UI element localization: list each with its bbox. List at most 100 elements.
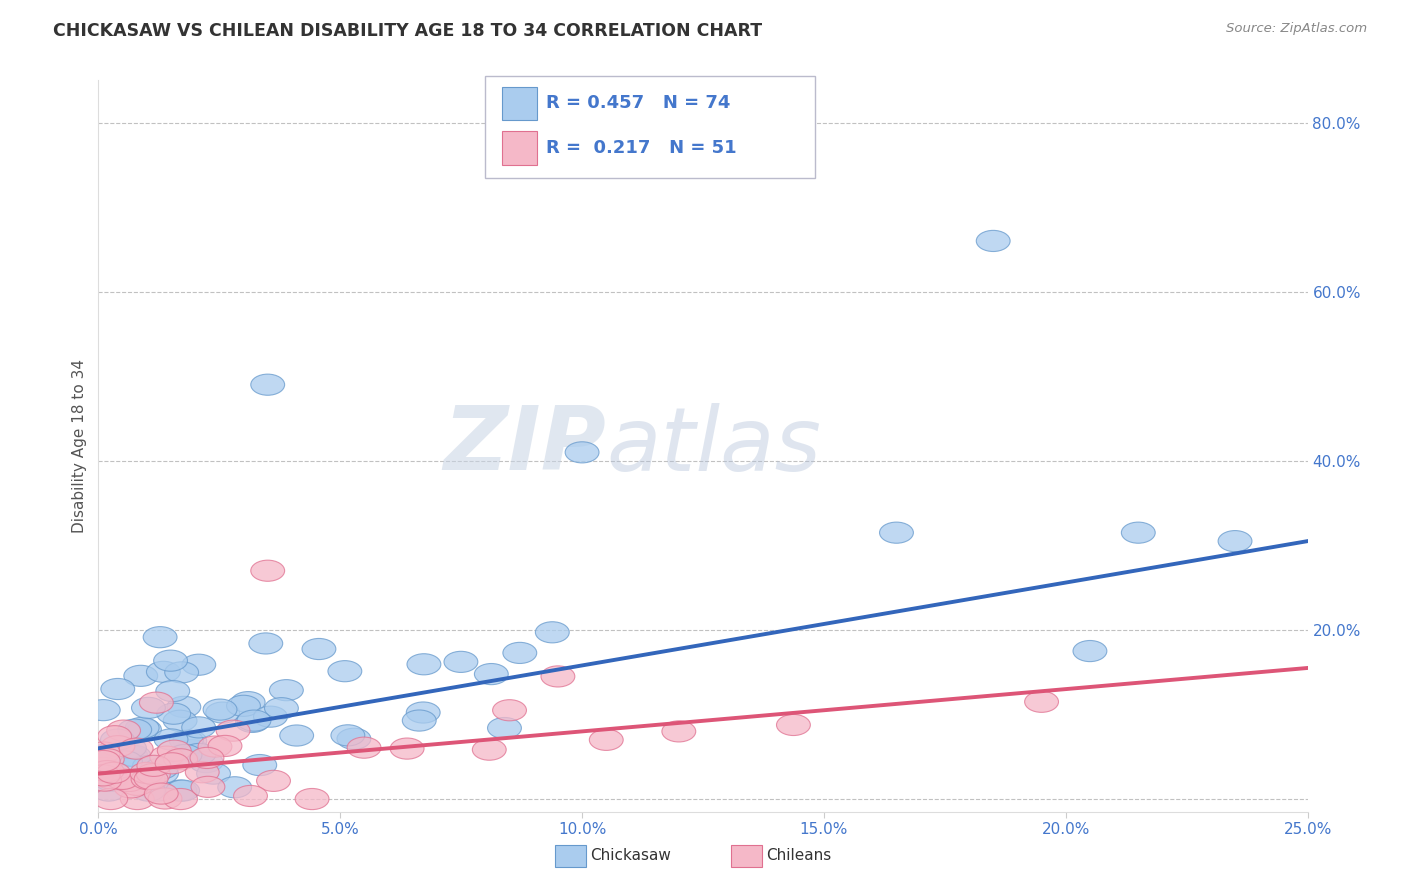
- Ellipse shape: [94, 768, 128, 789]
- Ellipse shape: [347, 737, 381, 758]
- Ellipse shape: [662, 721, 696, 742]
- Ellipse shape: [270, 680, 304, 701]
- Ellipse shape: [205, 702, 239, 723]
- Ellipse shape: [1218, 531, 1251, 551]
- Ellipse shape: [114, 777, 148, 798]
- Text: Source: ZipAtlas.com: Source: ZipAtlas.com: [1226, 22, 1367, 36]
- Ellipse shape: [148, 788, 181, 809]
- Ellipse shape: [90, 748, 124, 770]
- Ellipse shape: [120, 774, 155, 796]
- Ellipse shape: [776, 714, 810, 736]
- Ellipse shape: [1025, 691, 1059, 713]
- Ellipse shape: [173, 731, 207, 751]
- Ellipse shape: [94, 770, 128, 791]
- Ellipse shape: [120, 738, 153, 759]
- Ellipse shape: [157, 703, 191, 724]
- Ellipse shape: [256, 771, 291, 791]
- Ellipse shape: [169, 730, 204, 751]
- Text: ZIP: ZIP: [443, 402, 606, 490]
- Ellipse shape: [145, 758, 179, 780]
- Ellipse shape: [87, 757, 121, 779]
- Ellipse shape: [328, 661, 361, 681]
- Ellipse shape: [132, 756, 166, 777]
- Ellipse shape: [231, 691, 266, 713]
- Ellipse shape: [197, 763, 231, 784]
- Ellipse shape: [114, 746, 148, 766]
- Ellipse shape: [198, 736, 232, 757]
- Ellipse shape: [163, 780, 197, 801]
- Ellipse shape: [112, 771, 146, 791]
- Ellipse shape: [94, 789, 128, 810]
- Ellipse shape: [238, 710, 271, 731]
- Ellipse shape: [302, 639, 336, 659]
- Ellipse shape: [132, 698, 166, 718]
- Ellipse shape: [86, 699, 120, 721]
- Ellipse shape: [86, 750, 120, 772]
- Ellipse shape: [243, 755, 277, 776]
- Text: CHICKASAW VS CHILEAN DISABILITY AGE 18 TO 34 CORRELATION CHART: CHICKASAW VS CHILEAN DISABILITY AGE 18 T…: [53, 22, 762, 40]
- Ellipse shape: [107, 720, 141, 741]
- Ellipse shape: [190, 752, 224, 772]
- Ellipse shape: [155, 729, 188, 750]
- Ellipse shape: [86, 764, 120, 786]
- Ellipse shape: [97, 763, 131, 783]
- Ellipse shape: [250, 374, 284, 395]
- Ellipse shape: [134, 768, 169, 789]
- Ellipse shape: [125, 717, 159, 739]
- Ellipse shape: [136, 764, 170, 785]
- Ellipse shape: [141, 780, 174, 801]
- Ellipse shape: [492, 699, 526, 721]
- Ellipse shape: [150, 746, 184, 767]
- Ellipse shape: [91, 780, 125, 801]
- Ellipse shape: [131, 769, 165, 789]
- Ellipse shape: [112, 738, 146, 758]
- Ellipse shape: [1122, 522, 1156, 543]
- Ellipse shape: [146, 661, 180, 682]
- Ellipse shape: [118, 719, 152, 740]
- Ellipse shape: [91, 750, 125, 772]
- Y-axis label: Disability Age 18 to 34: Disability Age 18 to 34: [72, 359, 87, 533]
- Ellipse shape: [124, 665, 157, 687]
- Ellipse shape: [253, 706, 287, 727]
- Ellipse shape: [233, 785, 267, 806]
- Ellipse shape: [163, 748, 198, 770]
- Ellipse shape: [235, 711, 270, 732]
- Ellipse shape: [472, 739, 506, 760]
- Ellipse shape: [474, 664, 508, 685]
- Ellipse shape: [129, 763, 163, 783]
- Ellipse shape: [132, 780, 166, 801]
- Ellipse shape: [181, 717, 215, 738]
- Ellipse shape: [406, 702, 440, 723]
- Ellipse shape: [89, 744, 122, 765]
- Ellipse shape: [169, 745, 202, 765]
- Text: R =  0.217   N = 51: R = 0.217 N = 51: [546, 139, 737, 157]
- Ellipse shape: [202, 699, 238, 720]
- Ellipse shape: [226, 695, 260, 716]
- Ellipse shape: [101, 736, 135, 756]
- Ellipse shape: [163, 710, 197, 731]
- Ellipse shape: [153, 650, 187, 671]
- Ellipse shape: [117, 745, 150, 766]
- Ellipse shape: [589, 730, 623, 750]
- Ellipse shape: [139, 692, 173, 714]
- Ellipse shape: [157, 740, 191, 761]
- Ellipse shape: [391, 738, 425, 759]
- Ellipse shape: [167, 697, 201, 717]
- Ellipse shape: [98, 725, 132, 747]
- Ellipse shape: [186, 762, 219, 783]
- Ellipse shape: [90, 761, 124, 781]
- Ellipse shape: [101, 679, 135, 699]
- Ellipse shape: [108, 751, 142, 772]
- Ellipse shape: [1073, 640, 1107, 662]
- Ellipse shape: [208, 735, 242, 756]
- Ellipse shape: [176, 739, 209, 761]
- Ellipse shape: [86, 761, 120, 782]
- Ellipse shape: [145, 763, 179, 784]
- Ellipse shape: [249, 633, 283, 654]
- Ellipse shape: [121, 789, 155, 810]
- Ellipse shape: [183, 743, 217, 764]
- Ellipse shape: [444, 651, 478, 673]
- Ellipse shape: [190, 747, 224, 769]
- Ellipse shape: [503, 642, 537, 664]
- Ellipse shape: [136, 756, 170, 776]
